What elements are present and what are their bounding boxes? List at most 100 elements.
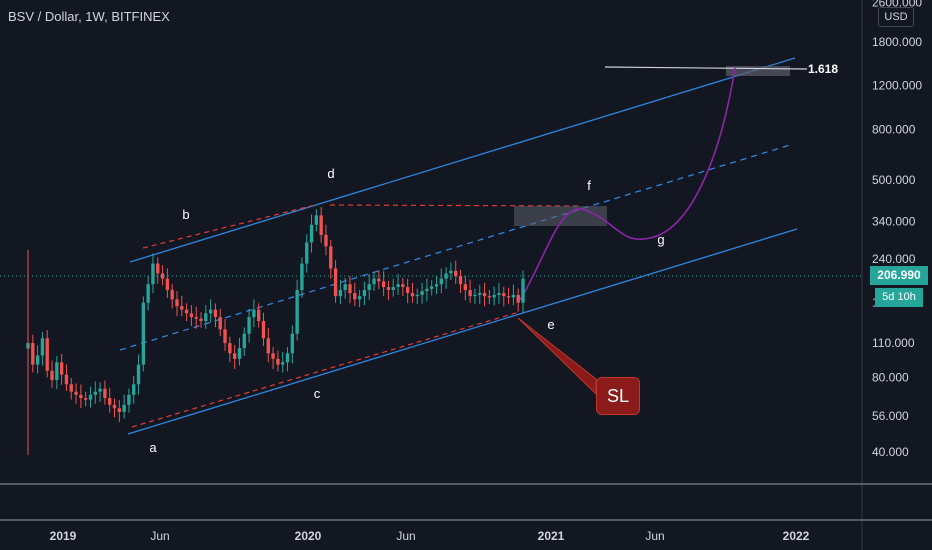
candle-body xyxy=(425,288,429,292)
candle-body xyxy=(377,278,381,282)
candle-body xyxy=(117,408,121,412)
candle-body xyxy=(449,270,453,274)
candle-body xyxy=(348,284,352,294)
candle-body xyxy=(314,215,319,225)
candle-body xyxy=(256,309,261,321)
channel-upper-line[interactable] xyxy=(129,57,796,263)
stop-loss-text: SL xyxy=(606,386,630,406)
candle-body xyxy=(136,364,141,385)
time-axis[interactable]: 2019 Jun 2020 Jun 2021 Jun 2022 xyxy=(50,529,810,543)
candle-body xyxy=(146,284,150,303)
candle-body xyxy=(175,299,179,307)
symbol-title[interactable]: BSV / Dollar, 1W, BITFINEX xyxy=(8,9,170,24)
candle-body xyxy=(295,290,299,334)
candle-body xyxy=(189,313,194,318)
candle-body xyxy=(160,273,165,279)
candle-body xyxy=(362,290,367,297)
channel-mid-line[interactable] xyxy=(119,144,791,351)
candle-body xyxy=(482,293,487,297)
candle-body xyxy=(127,394,131,405)
candle-body xyxy=(184,309,189,314)
candle-body xyxy=(305,242,309,264)
candle-body xyxy=(290,333,295,354)
candle-body xyxy=(156,263,160,274)
candle-body xyxy=(324,234,328,247)
red-upper-trendline[interactable] xyxy=(142,204,316,249)
candle-body xyxy=(88,394,93,400)
channel-lower-line[interactable] xyxy=(127,228,798,435)
target-zone-fib[interactable] xyxy=(726,66,790,76)
wave-label-c: c xyxy=(314,386,321,401)
candle-body xyxy=(372,278,376,285)
x-tick-label: 2020 xyxy=(295,529,322,543)
wave-label-g: g xyxy=(657,232,664,247)
projection-path[interactable] xyxy=(519,67,736,301)
candle-body xyxy=(180,306,184,310)
candle-body xyxy=(276,358,280,365)
candles-group xyxy=(26,207,525,455)
candle-body xyxy=(430,286,434,289)
candle-body xyxy=(237,348,242,359)
candle-body xyxy=(333,268,338,297)
candle-body xyxy=(218,317,222,330)
candle-body xyxy=(247,317,251,334)
fib-level-line[interactable] xyxy=(604,66,808,70)
candle-body xyxy=(511,294,516,298)
x-tick-label: Jun xyxy=(150,529,169,543)
target-zone-f[interactable] xyxy=(514,206,607,226)
y-tick-label: 56.000 xyxy=(872,409,909,423)
candle-body xyxy=(391,287,395,291)
candle-body xyxy=(98,388,102,392)
candle-body xyxy=(502,293,506,297)
wave-labels: a b c d e f g 1.618 xyxy=(149,62,838,455)
candle-body xyxy=(381,281,386,288)
candle-body xyxy=(454,270,458,276)
candle-body xyxy=(521,278,525,303)
y-tick-label: 340.000 xyxy=(872,215,916,229)
candle-body xyxy=(271,353,275,359)
candle-body xyxy=(463,284,468,291)
y-tick-label: 80.000 xyxy=(872,370,909,384)
red-lower-trendline[interactable] xyxy=(131,311,520,428)
candle-body xyxy=(410,293,415,297)
candle-body xyxy=(165,278,170,291)
candle-body xyxy=(487,296,492,298)
candle-body xyxy=(516,294,520,303)
x-tick-label: Jun xyxy=(645,529,664,543)
candle-body xyxy=(228,343,232,354)
candle-body xyxy=(204,313,208,321)
candle-body xyxy=(300,263,304,291)
candle-body xyxy=(497,293,501,295)
candle-body xyxy=(458,275,463,285)
candle-body xyxy=(405,287,410,294)
y-tick-label: 110.000 xyxy=(872,336,915,350)
stop-loss-callout[interactable]: SL xyxy=(596,377,640,415)
candle-body xyxy=(492,294,496,298)
wave-label-a: a xyxy=(149,440,157,455)
candle-body xyxy=(122,404,126,412)
candle-body xyxy=(74,391,78,395)
red-resistance-line[interactable] xyxy=(329,204,581,207)
candle-body xyxy=(261,320,266,339)
candle-body xyxy=(151,263,155,285)
candle-body xyxy=(478,293,482,295)
candle-body xyxy=(79,394,83,399)
candle-body xyxy=(93,391,97,395)
bar-countdown-label: 5d 10h xyxy=(875,288,923,307)
x-tick-label: 2021 xyxy=(538,529,565,543)
wave-label-d: d xyxy=(327,166,334,181)
candle-body xyxy=(242,333,246,349)
currency-button[interactable]: USD xyxy=(878,7,914,27)
candle-body xyxy=(439,278,443,285)
candle-body xyxy=(108,398,112,405)
candle-body xyxy=(83,398,88,400)
candle-body xyxy=(55,362,59,381)
candle-body xyxy=(266,338,270,354)
candle-body xyxy=(69,384,73,392)
y-tick-label: 500.000 xyxy=(872,173,916,187)
candle-body xyxy=(213,309,218,318)
candle-body xyxy=(309,224,314,243)
y-tick-label: 40.000 xyxy=(872,445,909,459)
